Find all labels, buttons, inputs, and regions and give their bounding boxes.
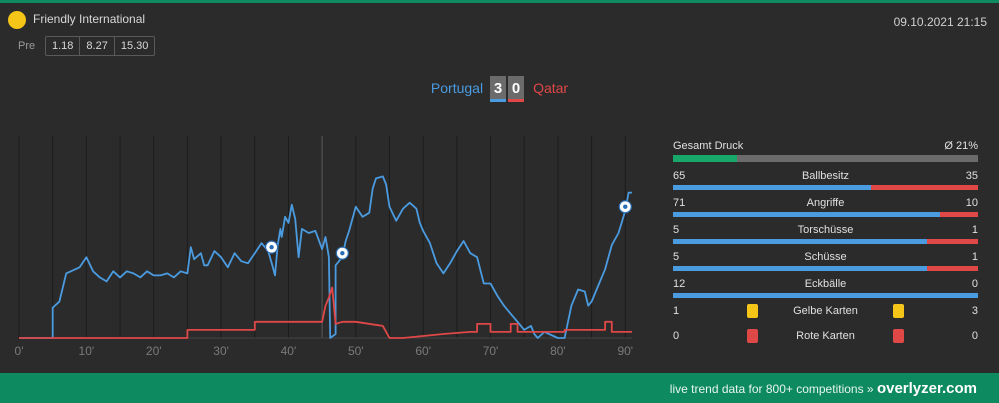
home-team-name[interactable]: Portugal bbox=[430, 80, 484, 96]
x-tick-label: 20' bbox=[146, 344, 162, 358]
footer-bar: live trend data for 800+ competitions » … bbox=[0, 373, 999, 403]
series-line-portugal bbox=[19, 175, 632, 339]
odds-away[interactable]: 15.30 bbox=[120, 40, 149, 52]
possession-home: 65 bbox=[673, 170, 686, 182]
competition-icon bbox=[8, 11, 26, 29]
red-cards-home: 0 bbox=[673, 330, 680, 342]
x-tick-label: 0' bbox=[15, 344, 24, 358]
pressure-value: Ø 21% bbox=[944, 140, 978, 152]
attacks-bar-fill bbox=[673, 212, 941, 217]
odds-label: Pre bbox=[18, 40, 36, 52]
odds-box: 1.18 8.27 15.30 bbox=[45, 36, 156, 56]
x-tick-label: 50' bbox=[348, 344, 364, 358]
pressure-label: Gesamt Druck bbox=[673, 140, 744, 152]
possession-bar bbox=[673, 185, 978, 190]
shots-on-target-bar bbox=[673, 239, 978, 244]
attacks-bar bbox=[673, 212, 978, 217]
match-datetime: 09.10.2021 21:15 bbox=[893, 15, 987, 29]
pressure-bar bbox=[673, 155, 978, 162]
possession-label: Ballbesitz bbox=[801, 170, 850, 182]
away-score: 0 bbox=[508, 76, 525, 102]
red-cards-away: 0 bbox=[971, 330, 978, 342]
brand-logo[interactable]: overlyzer.com bbox=[876, 380, 977, 397]
x-tick-label: 60' bbox=[415, 344, 431, 358]
shots-on-target-away: 1 bbox=[971, 224, 978, 236]
pressure-trend-chart: 0' 10' 20' 30' 40' 50' 60' 70' 80' 90' bbox=[15, 136, 633, 358]
x-tick-label: 70' bbox=[483, 344, 499, 358]
corners-home: 12 bbox=[673, 278, 686, 290]
yellow-cards-home: 1 bbox=[673, 305, 680, 317]
goal-ball-patch bbox=[623, 204, 628, 209]
x-tick-label: 80' bbox=[550, 344, 566, 358]
scoreline: Portugal 3 0 Qatar bbox=[0, 76, 999, 102]
odds-home[interactable]: 1.18 bbox=[46, 37, 81, 55]
shots-on-target-label: Torschüsse bbox=[797, 224, 854, 236]
red-card-icon-away bbox=[893, 329, 904, 343]
corners-label: Eckbälle bbox=[804, 278, 847, 290]
shots-bar bbox=[673, 266, 978, 271]
attacks-label: Angriffe bbox=[806, 197, 845, 209]
shots-on-target-home: 5 bbox=[673, 224, 680, 236]
yellow-card-icon-away bbox=[893, 304, 904, 318]
attacks-away: 10 bbox=[965, 197, 978, 209]
yellow-cards-label: Gelbe Karten bbox=[793, 305, 858, 317]
attacks-home: 71 bbox=[673, 197, 686, 209]
possession-away: 35 bbox=[965, 170, 978, 182]
shots-on-target-bar-fill bbox=[673, 239, 928, 244]
home-score: 3 bbox=[490, 76, 507, 102]
shots-label: Schüsse bbox=[804, 251, 847, 263]
x-tick-label: 40' bbox=[281, 344, 297, 358]
odds-draw[interactable]: 8.27 bbox=[80, 37, 115, 55]
possession-bar-fill bbox=[673, 185, 872, 190]
competition-name: Friendly International bbox=[33, 12, 146, 26]
yellow-card-icon-home bbox=[747, 304, 758, 318]
series-line-qatar bbox=[19, 286, 632, 339]
shots-home: 5 bbox=[673, 251, 680, 263]
red-card-icon-home bbox=[747, 329, 758, 343]
corners-away: 0 bbox=[971, 278, 978, 290]
x-tick-label: 30' bbox=[213, 344, 229, 358]
corners-bar-fill bbox=[673, 293, 978, 298]
shots-away: 1 bbox=[971, 251, 978, 263]
away-team-name[interactable]: Qatar bbox=[533, 80, 569, 96]
goal-ball-patch bbox=[340, 251, 345, 256]
shots-bar-fill bbox=[673, 266, 928, 271]
goal-ball-patch bbox=[269, 244, 274, 250]
pressure-bar-fill bbox=[673, 155, 738, 162]
footer-text[interactable]: live trend data for 800+ competitions » … bbox=[670, 380, 977, 397]
x-tick-label: 10' bbox=[79, 344, 95, 358]
footer-tagline: live trend data for 800+ competitions » bbox=[669, 382, 874, 396]
top-accent-line bbox=[0, 0, 999, 3]
corners-bar bbox=[673, 293, 978, 298]
red-cards-label: Rote Karten bbox=[796, 330, 855, 342]
x-tick-label: 90' bbox=[617, 344, 633, 358]
yellow-cards-away: 3 bbox=[971, 305, 978, 317]
